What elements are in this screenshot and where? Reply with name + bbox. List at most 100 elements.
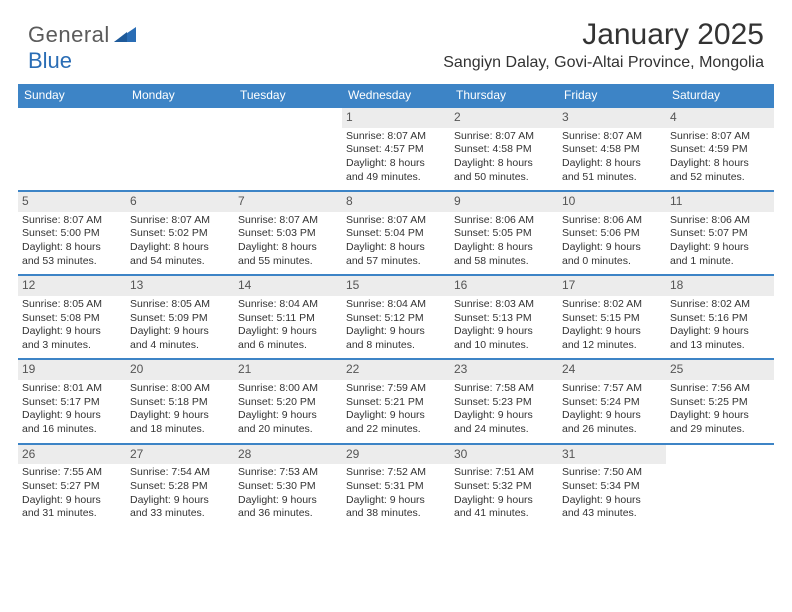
calendar-cell: 6Sunrise: 8:07 AMSunset: 5:02 PMDaylight… bbox=[126, 192, 234, 274]
sunrise-line: Sunrise: 8:07 AM bbox=[22, 214, 122, 228]
calendar-cell: 26Sunrise: 7:55 AMSunset: 5:27 PMDayligh… bbox=[18, 445, 126, 527]
sunset-line: Sunset: 5:16 PM bbox=[670, 312, 770, 326]
sunrise-line: Sunrise: 8:03 AM bbox=[454, 298, 554, 312]
sunrise-line: Sunrise: 7:56 AM bbox=[670, 382, 770, 396]
sunset-line: Sunset: 5:13 PM bbox=[454, 312, 554, 326]
daylight-line-1: Daylight: 9 hours bbox=[562, 325, 662, 339]
day-number: 2 bbox=[450, 108, 558, 128]
day-header: Saturday bbox=[666, 84, 774, 106]
daylight-line-1: Daylight: 9 hours bbox=[130, 494, 230, 508]
sunrise-line: Sunrise: 8:01 AM bbox=[22, 382, 122, 396]
day-header: Tuesday bbox=[234, 84, 342, 106]
calendar-cell: 31Sunrise: 7:50 AMSunset: 5:34 PMDayligh… bbox=[558, 445, 666, 527]
sunrise-line: Sunrise: 7:54 AM bbox=[130, 466, 230, 480]
day-number: 1 bbox=[342, 108, 450, 128]
logo-triangle-icon bbox=[114, 24, 136, 47]
sunset-line: Sunset: 5:06 PM bbox=[562, 227, 662, 241]
sunset-line: Sunset: 5:21 PM bbox=[346, 396, 446, 410]
sunrise-line: Sunrise: 8:07 AM bbox=[562, 130, 662, 144]
calendar-cell: 18Sunrise: 8:02 AMSunset: 5:16 PMDayligh… bbox=[666, 276, 774, 358]
calendar-cell: 14Sunrise: 8:04 AMSunset: 5:11 PMDayligh… bbox=[234, 276, 342, 358]
sunset-line: Sunset: 5:28 PM bbox=[130, 480, 230, 494]
daylight-line-1: Daylight: 9 hours bbox=[562, 494, 662, 508]
daylight-line-2: and 3 minutes. bbox=[22, 339, 122, 353]
daylight-line-2: and 41 minutes. bbox=[454, 507, 554, 521]
calendar-row: 12Sunrise: 8:05 AMSunset: 5:08 PMDayligh… bbox=[18, 274, 774, 358]
daylight-line-1: Daylight: 9 hours bbox=[346, 494, 446, 508]
calendar-body: 1Sunrise: 8:07 AMSunset: 4:57 PMDaylight… bbox=[18, 106, 774, 527]
day-number: 19 bbox=[18, 360, 126, 380]
daylight-line-2: and 13 minutes. bbox=[670, 339, 770, 353]
calendar-row: 5Sunrise: 8:07 AMSunset: 5:00 PMDaylight… bbox=[18, 190, 774, 274]
day-header: Friday bbox=[558, 84, 666, 106]
calendar-cell: 1Sunrise: 8:07 AMSunset: 4:57 PMDaylight… bbox=[342, 108, 450, 190]
calendar-cell: 29Sunrise: 7:52 AMSunset: 5:31 PMDayligh… bbox=[342, 445, 450, 527]
day-number: 3 bbox=[558, 108, 666, 128]
daylight-line-1: Daylight: 9 hours bbox=[454, 325, 554, 339]
sunset-line: Sunset: 4:58 PM bbox=[454, 143, 554, 157]
day-number: 30 bbox=[450, 445, 558, 465]
daylight-line-2: and 8 minutes. bbox=[346, 339, 446, 353]
daylight-line-1: Daylight: 8 hours bbox=[130, 241, 230, 255]
sunrise-line: Sunrise: 7:59 AM bbox=[346, 382, 446, 396]
calendar-cell: 10Sunrise: 8:06 AMSunset: 5:06 PMDayligh… bbox=[558, 192, 666, 274]
daylight-line-1: Daylight: 9 hours bbox=[22, 409, 122, 423]
sunset-line: Sunset: 5:04 PM bbox=[346, 227, 446, 241]
daylight-line-2: and 50 minutes. bbox=[454, 171, 554, 185]
sunset-line: Sunset: 5:32 PM bbox=[454, 480, 554, 494]
day-number: 24 bbox=[558, 360, 666, 380]
day-number: 16 bbox=[450, 276, 558, 296]
daylight-line-1: Daylight: 9 hours bbox=[670, 241, 770, 255]
sunrise-line: Sunrise: 8:06 AM bbox=[454, 214, 554, 228]
sunset-line: Sunset: 5:17 PM bbox=[22, 396, 122, 410]
calendar-cell: 22Sunrise: 7:59 AMSunset: 5:21 PMDayligh… bbox=[342, 360, 450, 442]
calendar-cell: 11Sunrise: 8:06 AMSunset: 5:07 PMDayligh… bbox=[666, 192, 774, 274]
calendar-cell: 9Sunrise: 8:06 AMSunset: 5:05 PMDaylight… bbox=[450, 192, 558, 274]
day-number: 20 bbox=[126, 360, 234, 380]
calendar-cell: 19 Sunrise: 8:01 AMSunset: 5:17 PMDayligh… bbox=[18, 360, 126, 442]
calendar-cell: 24Sunrise: 7:57 AMSunset: 5:24 PMDayligh… bbox=[558, 360, 666, 442]
sunset-line: Sunset: 5:12 PM bbox=[346, 312, 446, 326]
calendar-cell: 15Sunrise: 8:04 AMSunset: 5:12 PMDayligh… bbox=[342, 276, 450, 358]
daylight-line-1: Daylight: 8 hours bbox=[346, 241, 446, 255]
sunrise-line: Sunrise: 7:50 AM bbox=[562, 466, 662, 480]
daylight-line-2: and 12 minutes. bbox=[562, 339, 662, 353]
day-number: 17 bbox=[558, 276, 666, 296]
daylight-line-2: and 54 minutes. bbox=[130, 255, 230, 269]
daylight-line-2: and 57 minutes. bbox=[346, 255, 446, 269]
daylight-line-2: and 22 minutes. bbox=[346, 423, 446, 437]
sunrise-line: Sunrise: 8:04 AM bbox=[346, 298, 446, 312]
daylight-line-1: Daylight: 9 hours bbox=[130, 325, 230, 339]
sunset-line: Sunset: 5:18 PM bbox=[130, 396, 230, 410]
calendar-cell: 5Sunrise: 8:07 AMSunset: 5:00 PMDaylight… bbox=[18, 192, 126, 274]
sunrise-line: Sunrise: 8:07 AM bbox=[238, 214, 338, 228]
daylight-line-1: Daylight: 8 hours bbox=[346, 157, 446, 171]
sunrise-line: Sunrise: 8:07 AM bbox=[454, 130, 554, 144]
day-number: 4 bbox=[666, 108, 774, 128]
day-number: 13 bbox=[126, 276, 234, 296]
daylight-line-2: and 36 minutes. bbox=[238, 507, 338, 521]
daylight-line-1: Daylight: 9 hours bbox=[670, 325, 770, 339]
daylight-line-2: and 52 minutes. bbox=[670, 171, 770, 185]
sunrise-line: Sunrise: 8:00 AM bbox=[238, 382, 338, 396]
daylight-line-1: Daylight: 8 hours bbox=[238, 241, 338, 255]
daylight-line-1: Daylight: 9 hours bbox=[22, 325, 122, 339]
daylight-line-2: and 18 minutes. bbox=[130, 423, 230, 437]
month-title: January 2025 bbox=[443, 18, 764, 52]
daylight-line-2: and 16 minutes. bbox=[22, 423, 122, 437]
day-number: 18 bbox=[666, 276, 774, 296]
daylight-line-2: and 43 minutes. bbox=[562, 507, 662, 521]
sunrise-line: Sunrise: 8:05 AM bbox=[22, 298, 122, 312]
daylight-line-1: Daylight: 8 hours bbox=[454, 157, 554, 171]
daylight-line-1: Daylight: 8 hours bbox=[454, 241, 554, 255]
calendar-cell bbox=[666, 445, 774, 527]
calendar-cell: 3Sunrise: 8:07 AMSunset: 4:58 PMDaylight… bbox=[558, 108, 666, 190]
daylight-line-2: and 49 minutes. bbox=[346, 171, 446, 185]
calendar-header-row: Sunday Monday Tuesday Wednesday Thursday… bbox=[18, 84, 774, 106]
sunrise-line: Sunrise: 7:51 AM bbox=[454, 466, 554, 480]
daylight-line-2: and 29 minutes. bbox=[670, 423, 770, 437]
sunset-line: Sunset: 5:25 PM bbox=[670, 396, 770, 410]
sunset-line: Sunset: 5:30 PM bbox=[238, 480, 338, 494]
calendar-cell: 2 Sunrise: 8:07 AMSunset: 4:58 PMDaylight… bbox=[450, 108, 558, 190]
daylight-line-2: and 24 minutes. bbox=[454, 423, 554, 437]
